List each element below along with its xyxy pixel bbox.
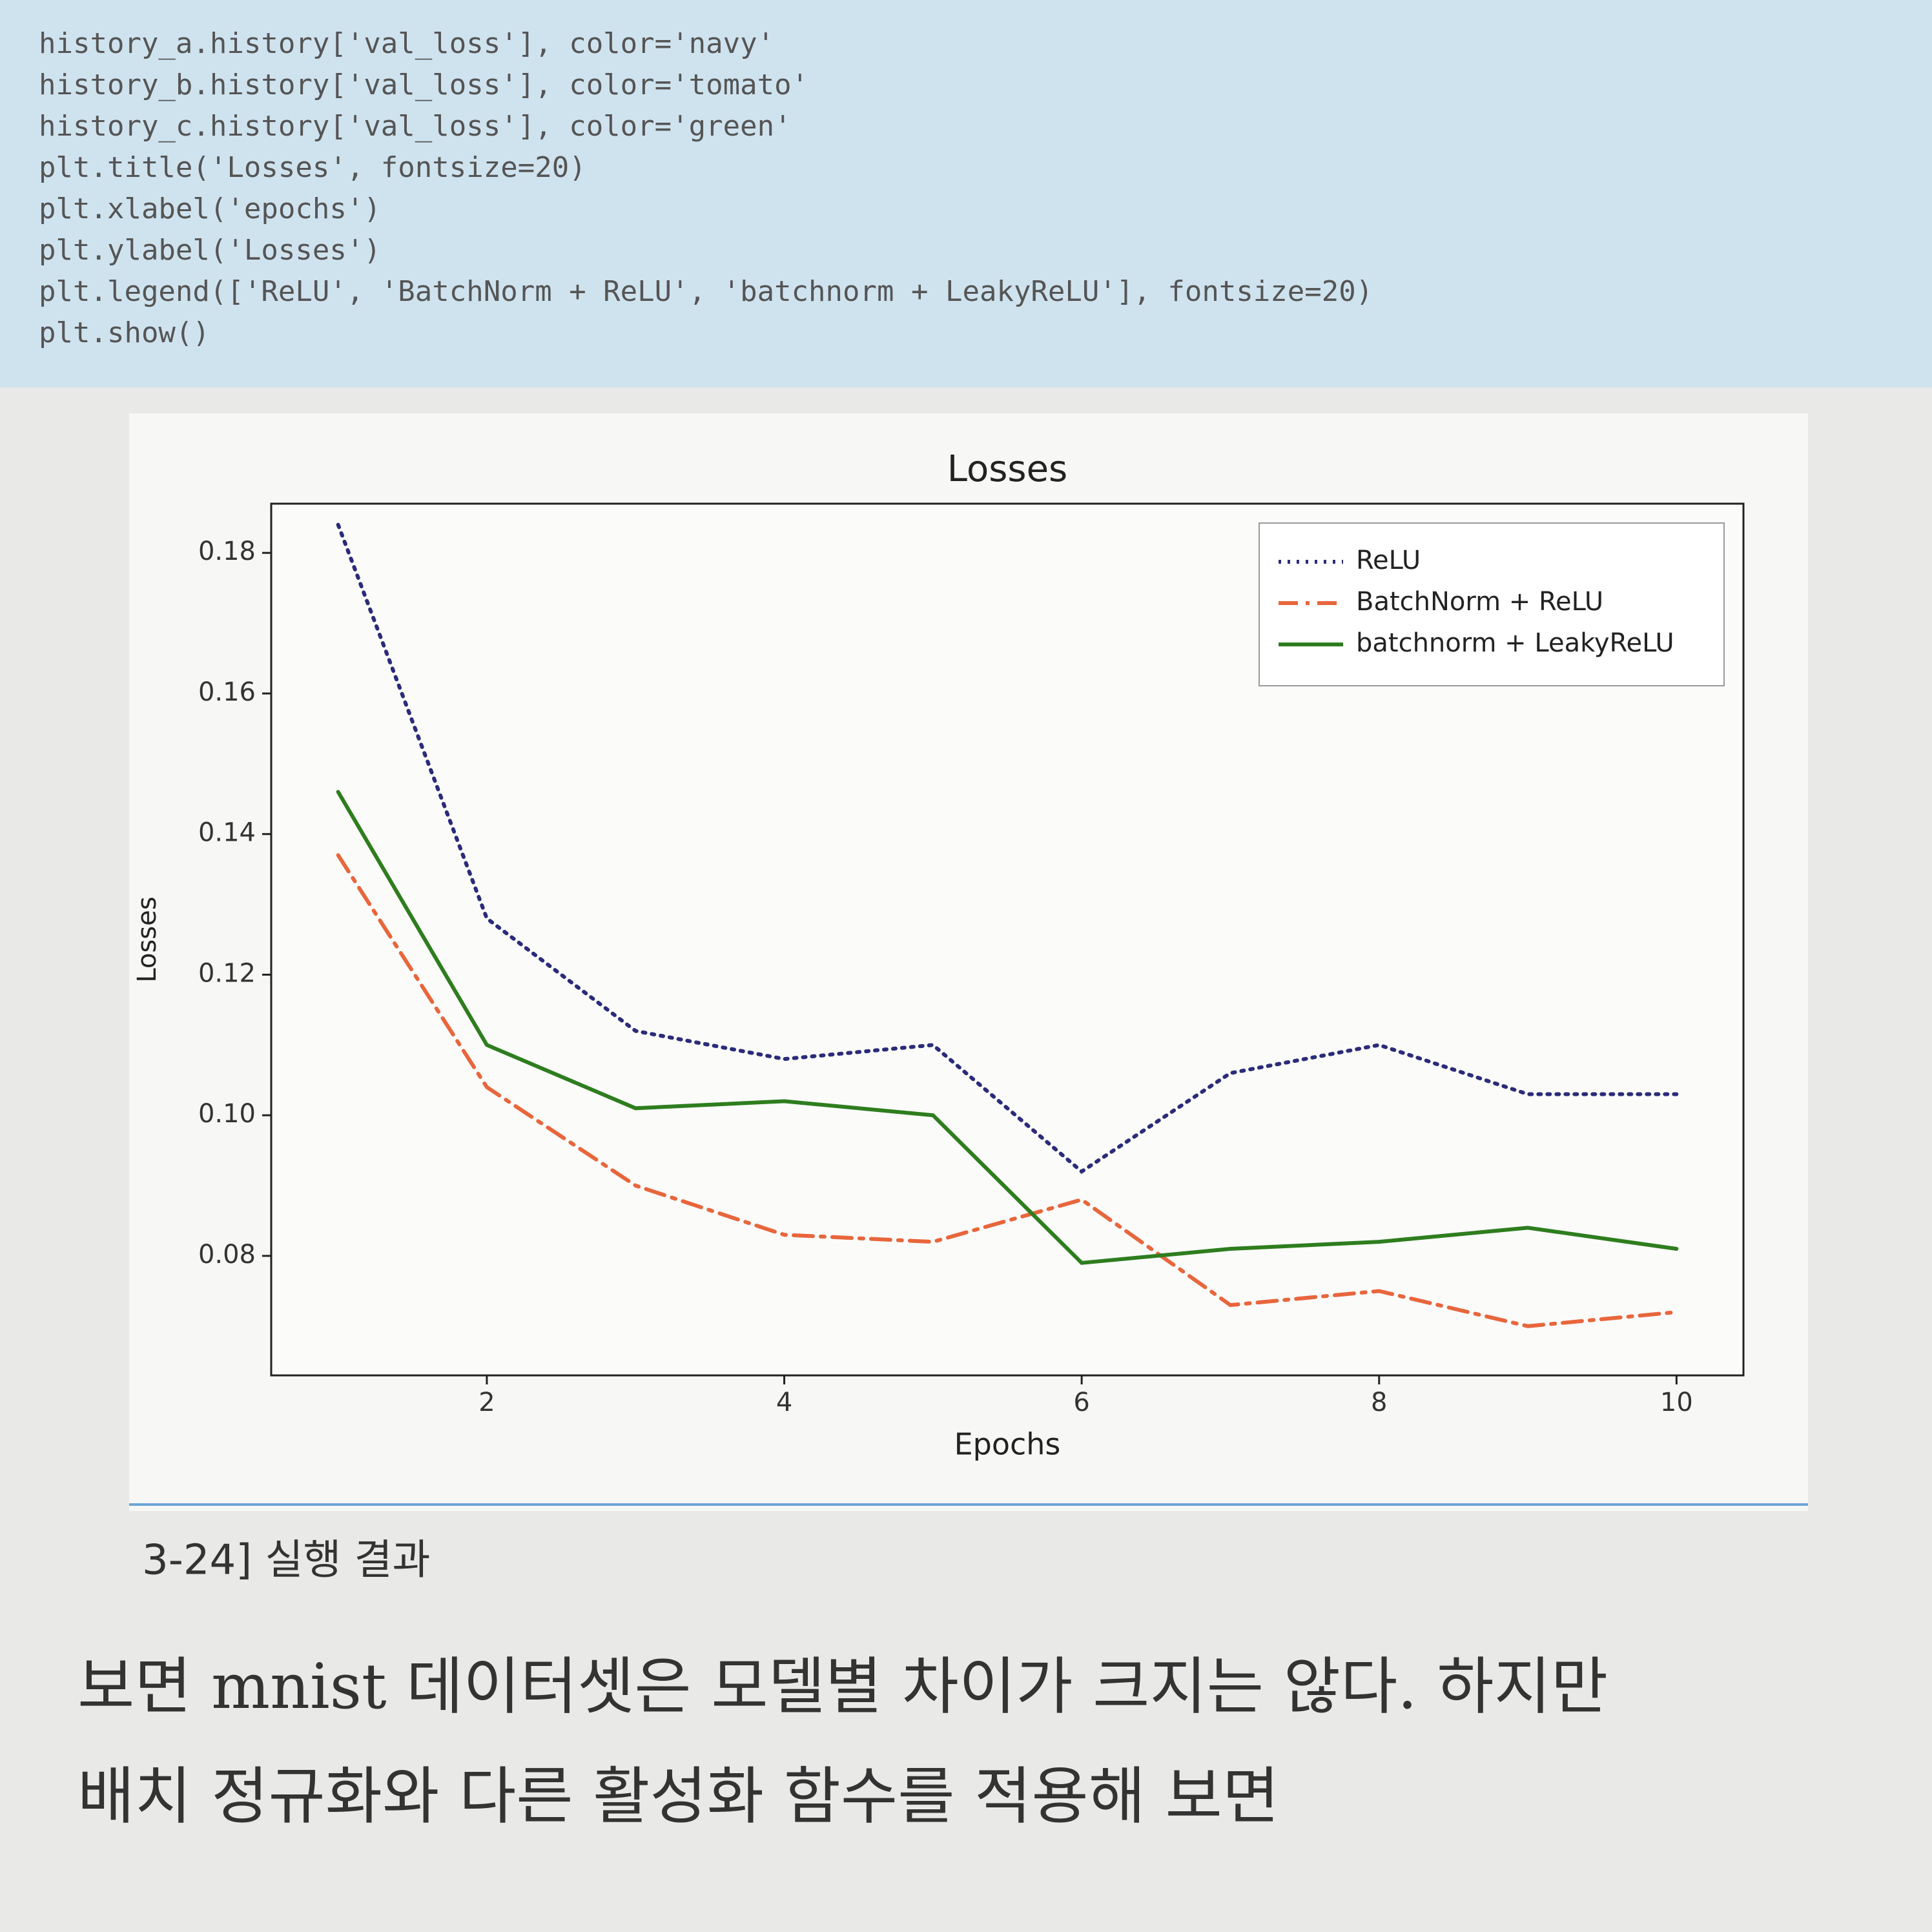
x-tick-label: 8 — [1371, 1388, 1387, 1417]
code-line: plt.ylabel('Losses') — [39, 234, 381, 267]
x-tick-label: 10 — [1660, 1388, 1693, 1417]
legend-label: BatchNorm + ReLU — [1356, 587, 1603, 617]
series-line — [336, 853, 1679, 1328]
y-tick-label: 0.08 — [198, 1240, 256, 1269]
series-line — [336, 522, 1679, 1175]
chart-title: Losses — [947, 448, 1067, 490]
body-line: 배치 정규화와 다른 활성화 함수를 적용해 보면 — [77, 1760, 1279, 1833]
code-line: plt.legend(['ReLU', 'BatchNorm + ReLU', … — [39, 275, 1373, 308]
y-tick-label: 0.10 — [198, 1099, 256, 1129]
figure-caption: 3-24] 실행 결과 — [142, 1537, 430, 1585]
y-tick-label: 0.16 — [198, 677, 256, 707]
code-line: plt.xlabel('epochs') — [39, 192, 381, 225]
x-axis-label: Epochs — [954, 1427, 1061, 1462]
legend-label: batchnorm + LeakyReLU — [1356, 628, 1674, 658]
code-line: history_b.history['val_loss'], color='to… — [39, 68, 808, 101]
x-tick-label: 4 — [776, 1388, 792, 1417]
body-line: 보면 mnist 데이터셋은 모델별 차이가 크지는 않다. 하지만 — [77, 1650, 1608, 1723]
x-tick-label: 2 — [478, 1388, 495, 1417]
x-tick-label: 6 — [1073, 1388, 1089, 1417]
code-block — [0, 0, 1932, 387]
code-line: plt.title('Losses', fontsize=20) — [39, 151, 586, 184]
y-tick-label: 0.18 — [198, 537, 256, 566]
legend-label: ReLU — [1356, 546, 1421, 575]
y-axis-label: Losses — [132, 896, 162, 982]
code-line: history_a.history['val_loss'], color='na… — [39, 27, 774, 60]
code-line: history_c.history['val_loss'], color='gr… — [39, 110, 792, 143]
code-line: plt.show() — [39, 316, 210, 349]
y-tick-label: 0.12 — [198, 958, 256, 988]
series-line — [336, 790, 1679, 1265]
y-tick-label: 0.14 — [198, 818, 256, 848]
